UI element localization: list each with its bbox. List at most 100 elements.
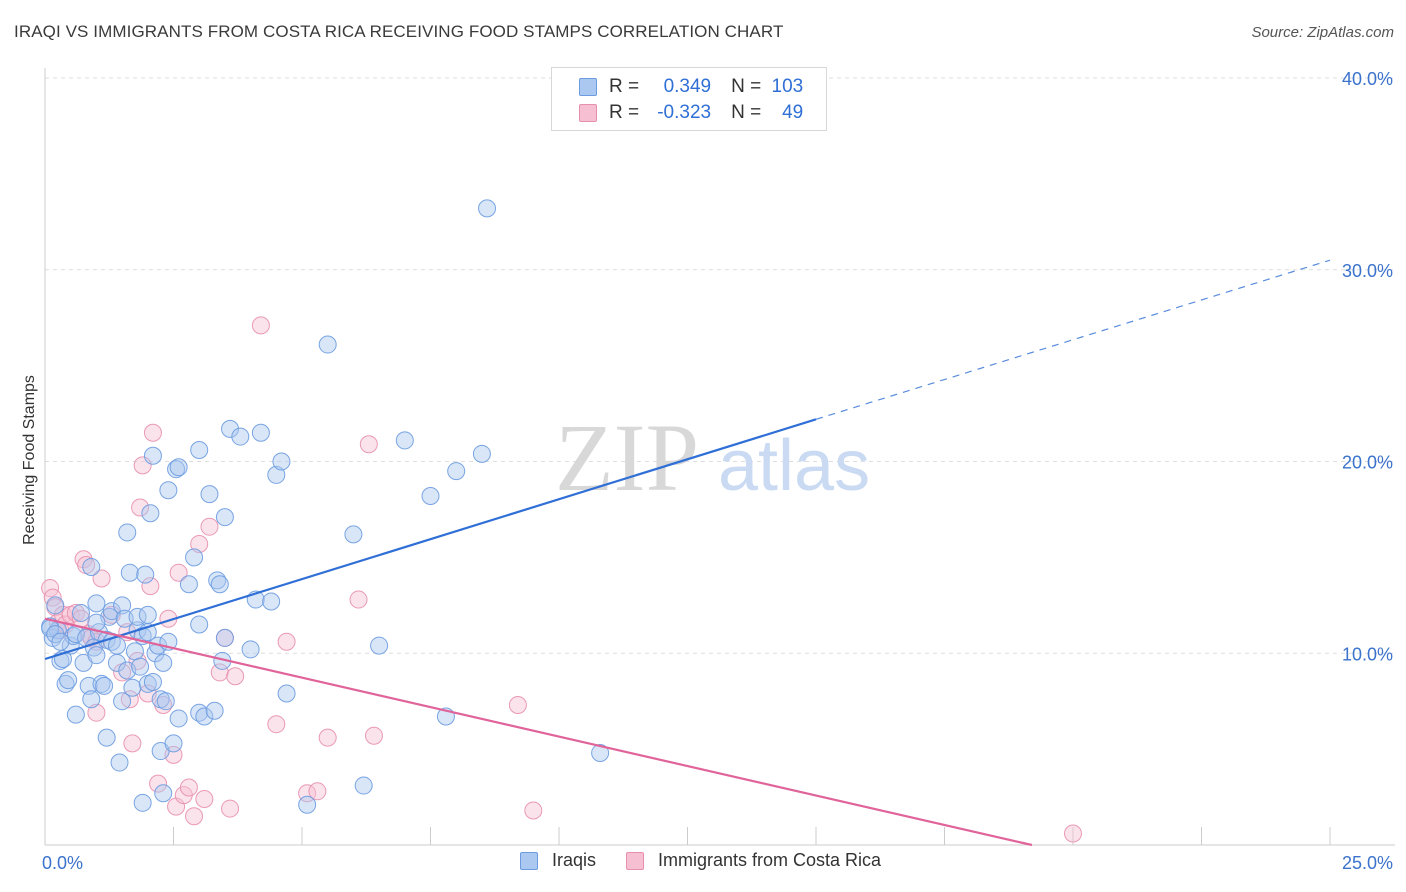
costa-rica-point [179,778,198,797]
costa-rica-point [277,632,296,651]
legend-r-value: -0.323 [657,102,712,123]
legend-n-value: 103 [771,76,804,97]
x-tick-labels: 0.0% 25.0% [42,853,1393,873]
legend-r-label: R = [609,76,640,97]
iraqi-point [169,709,188,728]
iraqi-point [141,504,160,523]
iraqi-point [123,678,142,697]
legend-n-label: N = [731,102,762,123]
costa-rica-point [141,577,160,596]
legend-n-value: 49 [782,102,804,123]
axes [44,68,1395,846]
iraqi-point [190,615,209,634]
iraqi-point [143,446,162,465]
costa-rica-point [1064,824,1082,843]
legend-swatch-costa-rica [579,104,597,122]
iraqi-point [215,628,234,647]
costa-rica-point [251,316,270,335]
iraqi-trend-extension [815,259,1331,420]
iraqi-point [97,728,116,747]
iraqi-point [71,603,90,622]
iraqi-point [262,592,281,611]
iraqi-point [221,419,240,438]
y-tick-label: 20.0% [1342,453,1393,473]
source-label: Source: ZipAtlas.com [1251,24,1394,41]
iraqi-point [125,642,144,661]
iraqi-point [277,684,296,703]
iraqi-point [395,431,414,450]
costa-rica-point [120,690,139,709]
legend-swatch-iraqis [579,78,597,96]
costa-rica-point [149,774,168,793]
iraqi-point [215,508,234,527]
legend-r-label: R = [609,102,640,123]
iraqi-point [154,653,173,672]
iraqi-point [231,427,250,446]
iraqi-point [472,444,491,463]
gridlines [45,77,1395,654]
iraqi-point [195,707,214,726]
iraqi-points [41,199,610,814]
costa-rica-point [185,807,204,826]
iraqi-point [66,705,85,724]
costa-rica-point [221,799,240,818]
iraqi-point [210,575,229,594]
stats-legend: R = 0.349 N = 103 R = -0.323 N = 49 [551,67,827,131]
y-tick-labels: 10.0% 20.0% 30.0% 40.0% [1342,69,1393,664]
iraqi-point [159,481,178,500]
costa-rica-point [190,534,209,553]
iraqi-point [190,440,209,459]
iraqi-point [154,784,173,803]
iraqi-point [251,423,270,442]
iraqi-point [344,525,363,544]
costa-rica-points [41,316,1082,843]
y-tick-label: 30.0% [1342,261,1393,281]
costa-rica-point [267,715,286,734]
y-axis-title: Receiving Food Stamps [21,375,38,545]
iraqi-point [241,640,260,659]
iraqi-point [136,565,155,584]
iraqi-point [318,335,337,354]
iraqi-point [169,458,188,477]
costa-rica-point [66,603,85,622]
costa-rica-point [359,435,378,454]
iraqi-point [185,548,204,567]
watermark: ZIP atlas [555,404,870,511]
iraqi-point [118,523,137,542]
iraqi-point [87,594,106,613]
iraqi-point [298,795,317,814]
iraqi-point [46,596,65,615]
costa-rica-point [92,569,111,588]
legend-row-iraqis: R = 0.349 N = 103 [552,74,803,100]
iraqi-point [167,460,186,479]
legend-n-label: N = [731,76,762,97]
costa-rica-point [508,696,527,715]
iraqi-point [478,199,497,218]
iraqi-point [591,743,610,762]
watermark-atlas: atlas [718,426,870,506]
bottom-legend-costa-rica: Immigrants from Costa Rica [658,850,882,870]
costa-rica-point [143,423,162,442]
y-tick-label: 10.0% [1342,644,1393,664]
iraqi-point [156,692,175,711]
y-tick-label: 40.0% [1342,69,1393,89]
costa-rica-point [308,782,327,801]
costa-rica-point [226,667,245,686]
x-tick-label-max: 25.0% [1342,853,1393,873]
costa-rica-point [364,726,383,745]
costa-rica-trend-line [44,617,1033,847]
iraqi-point [110,753,129,772]
iraqi-point [354,776,373,795]
iraqi-point [370,636,389,655]
chart-title: IRAQI VS IMMIGRANTS FROM COSTA RICA RECE… [14,22,784,41]
legend-r-value: 0.349 [663,76,712,97]
iraqi-point [92,674,111,693]
iraqi-point [164,734,183,753]
iraqi-point [179,575,198,594]
legend-row-costa-rica: R = -0.323 N = 49 [552,100,803,126]
iraqi-point [421,487,440,506]
iraqi-point [51,632,70,651]
trend-lines [44,259,1331,847]
iraqi-point [133,793,152,812]
